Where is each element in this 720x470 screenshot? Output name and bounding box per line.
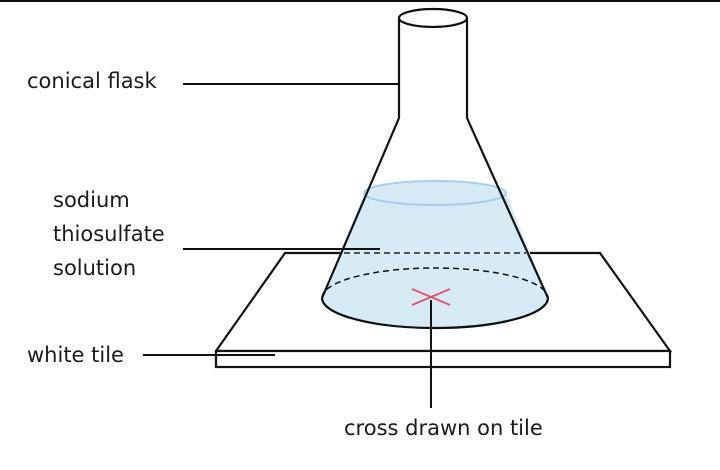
liquid-surface xyxy=(363,180,507,206)
label-solution-line2: thiosulfate xyxy=(53,222,165,246)
flask-wall-left xyxy=(320,117,401,299)
tile-front-edge xyxy=(214,349,672,369)
flask-base-back xyxy=(321,267,549,299)
label-white-tile: white tile xyxy=(27,343,124,367)
flask-base-front xyxy=(320,297,550,330)
leader-lines xyxy=(143,83,432,408)
label-solution-line3: solution xyxy=(53,256,137,280)
label-cross: cross drawn on tile xyxy=(344,416,543,440)
flask-wall-right xyxy=(465,117,550,299)
conical-flask xyxy=(320,7,550,330)
white-tile xyxy=(214,251,673,369)
cross-mark xyxy=(411,288,451,306)
liquid xyxy=(322,181,548,328)
flask-mouth xyxy=(397,7,469,29)
label-solution-line1: sodium xyxy=(53,188,130,212)
label-conical-flask: conical flask xyxy=(27,69,157,93)
